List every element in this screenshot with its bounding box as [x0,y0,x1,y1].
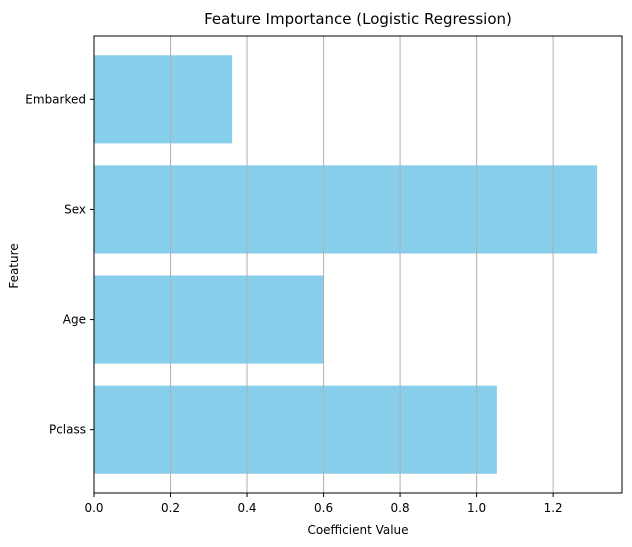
x-tick-label: 0.6 [314,501,333,515]
x-tick-label: 1.0 [467,501,486,515]
y-tick-label: Sex [64,202,86,216]
y-tick-label: Pclass [49,423,86,437]
bar-sex [94,165,598,254]
x-axis-label: Coefficient Value [307,523,408,537]
chart-title: Feature Importance (Logistic Regression) [204,10,512,28]
bar-embarked [94,55,233,144]
x-tick-label: 0.4 [237,501,256,515]
bar-pclass [94,385,497,474]
x-tick-label: 0.2 [161,501,180,515]
y-tick-label: Age [63,313,86,327]
x-tick-label: 0.8 [391,501,410,515]
y-axis-label: Feature [7,243,21,288]
y-tick-label: Embarked [25,92,86,106]
x-tick-label: 1.2 [544,501,563,515]
plot-area: 0.0 0.2 0.4 0.6 0.8 1.0 1.2 Pclass Age Sex Embarke… [25,35,623,515]
bar-age [94,275,324,364]
x-tick-label: 0.0 [84,501,103,515]
plot-frame [93,35,623,494]
